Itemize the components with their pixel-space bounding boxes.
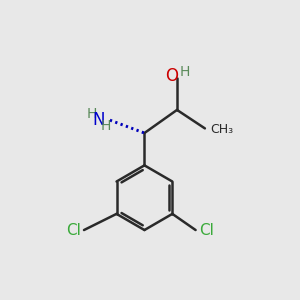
- Text: H: H: [101, 118, 111, 133]
- Text: H: H: [87, 107, 97, 121]
- Text: Cl: Cl: [199, 223, 214, 238]
- Text: CH₃: CH₃: [211, 123, 234, 136]
- Text: H: H: [180, 65, 190, 79]
- Text: N: N: [93, 111, 105, 129]
- Text: Cl: Cl: [66, 223, 80, 238]
- Text: O: O: [165, 68, 178, 85]
